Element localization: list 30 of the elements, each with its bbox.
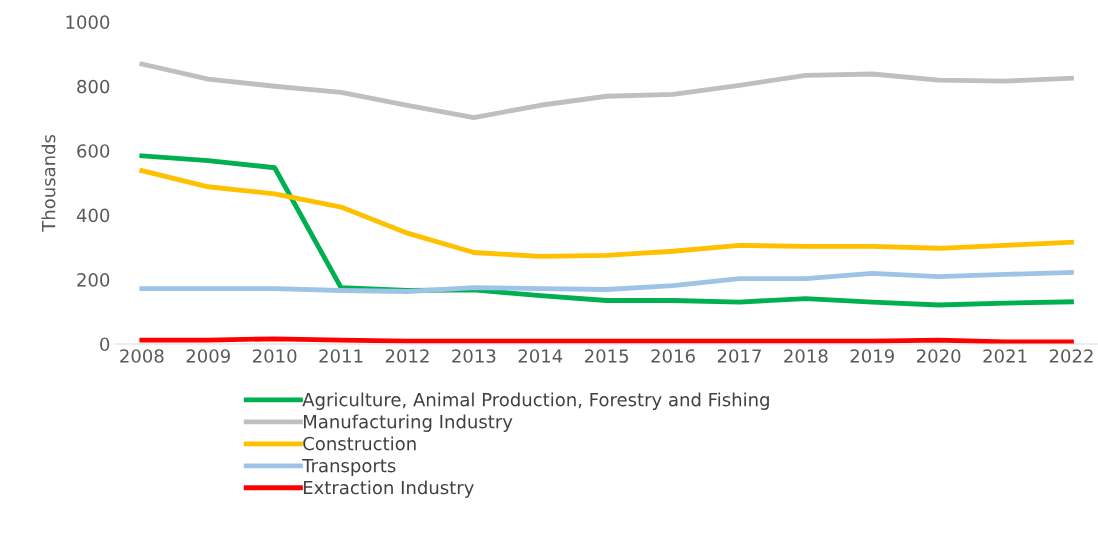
x-tick-label: 2018 xyxy=(784,349,828,363)
line-series xyxy=(139,61,1074,120)
legend-label: Agriculture, Animal Production, Forestry and Fishing xyxy=(302,392,769,410)
x-tick-label: 2008 xyxy=(120,349,164,363)
line-series xyxy=(139,270,1074,294)
legend-label: Construction xyxy=(303,436,416,451)
x-tick-label: 2015 xyxy=(584,349,629,363)
y-axis-title: Thousands xyxy=(41,134,56,232)
x-tick-label: 2014 xyxy=(518,349,563,363)
x-tick-label: 2011 xyxy=(319,349,363,363)
y-tick-label: 0 xyxy=(100,337,110,352)
x-tick-label: 2010 xyxy=(253,349,297,363)
y-tick-label: 400 xyxy=(76,208,110,223)
legend-label: Extraction Industry xyxy=(303,480,474,498)
y-tick-label: 1000 xyxy=(66,15,110,29)
x-tick-label: 2021 xyxy=(983,349,1027,363)
x-tick-label: 2013 xyxy=(452,349,496,363)
y-tick-label: 200 xyxy=(77,273,110,287)
y-tick-label: 800 xyxy=(77,79,110,94)
y-tick-label: 600 xyxy=(77,144,110,158)
legend-label: Manufacturing Industry xyxy=(303,414,513,432)
x-tick-label: 2019 xyxy=(850,349,894,363)
x-tick-label: 2022 xyxy=(1049,349,1093,363)
legend-label: Transports xyxy=(302,458,396,476)
x-tick-label: 2020 xyxy=(916,349,961,363)
x-tick-label: 2016 xyxy=(651,349,695,363)
x-tick-label: 2012 xyxy=(385,349,429,363)
x-tick-label: 2017 xyxy=(717,349,761,363)
x-tick-label: 2009 xyxy=(186,349,230,363)
line-series xyxy=(139,168,1074,259)
